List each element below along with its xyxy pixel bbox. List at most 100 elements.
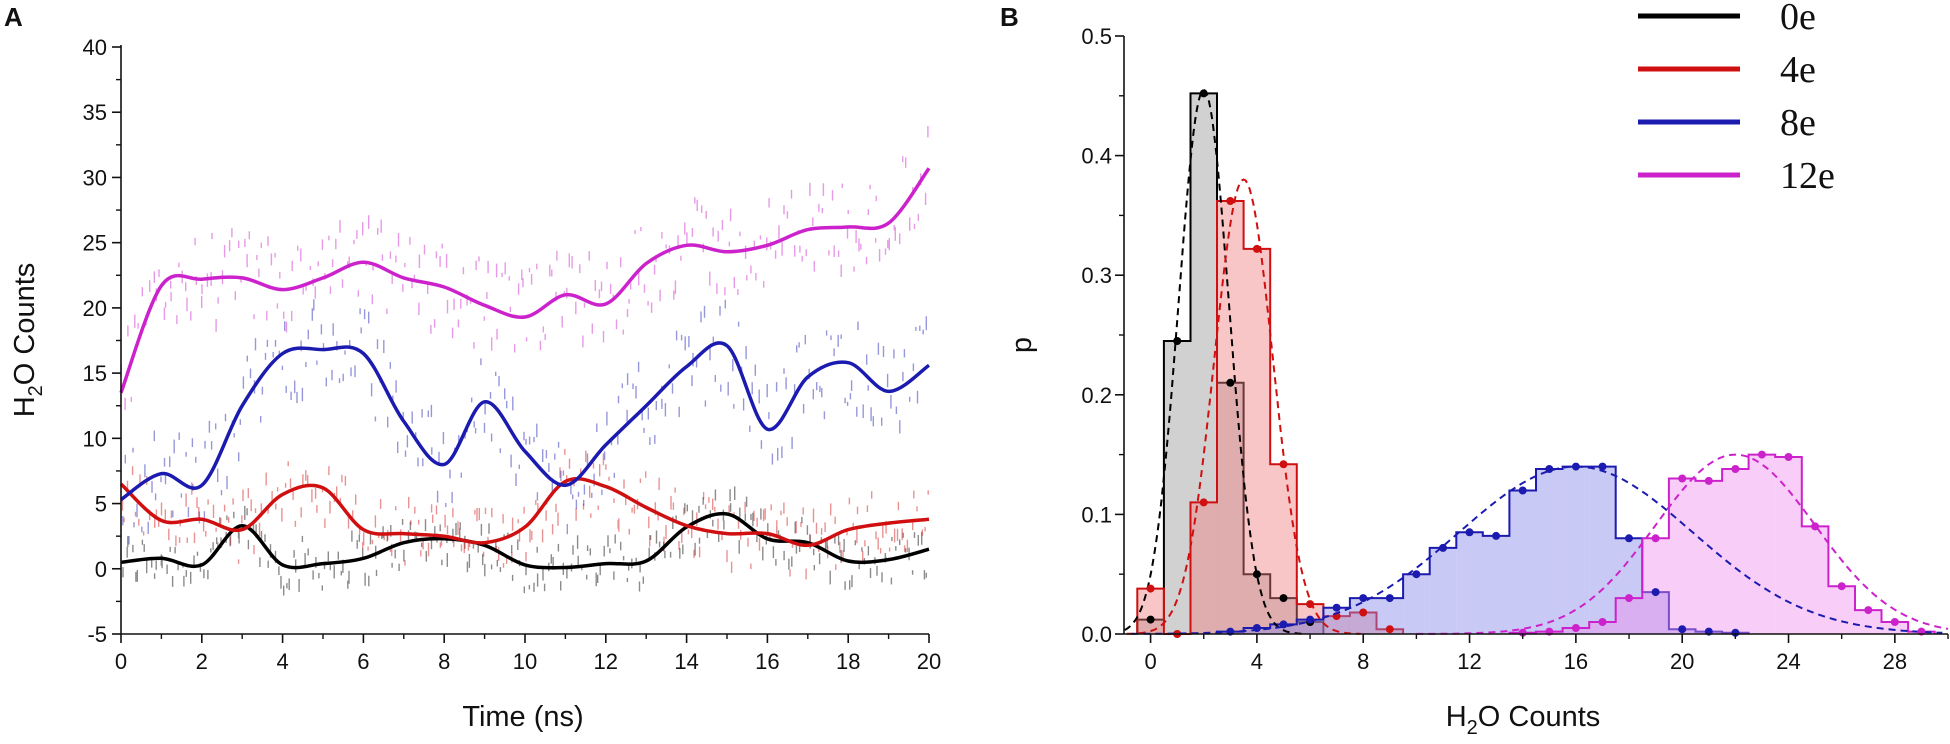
data-point-12e <box>1571 624 1580 632</box>
histogram-bar <box>1642 592 1669 634</box>
x-tick-label: 8 <box>438 649 450 674</box>
x-tick-label: 4 <box>276 649 288 674</box>
data-point-8e <box>1571 462 1580 471</box>
panel-a-label: A <box>4 2 23 32</box>
histogram-bar <box>1562 466 1590 634</box>
y-tick-label: 25 <box>83 231 107 256</box>
x-tick-label: 0 <box>1144 649 1156 674</box>
data-point-12e <box>1837 582 1846 591</box>
x-tick-label: 8 <box>1357 649 1369 674</box>
x-tick-label: 12 <box>1457 649 1481 674</box>
data-point-8e <box>1465 528 1474 537</box>
histogram-bar <box>1775 457 1802 634</box>
data-point-8e <box>1412 570 1421 579</box>
histogram-bar <box>1349 612 1377 634</box>
fit-curve-12e <box>1416 453 1949 635</box>
y-tick-label: 15 <box>83 361 107 386</box>
y-tick-label: 20 <box>83 296 107 321</box>
data-point-0e <box>1279 594 1288 603</box>
histogram-bar <box>1270 464 1297 634</box>
data-point-8e <box>1598 462 1607 471</box>
fit-curve-8e <box>1131 465 1943 635</box>
histogram-12e <box>1508 453 1936 634</box>
histogram-bar <box>1589 622 1616 634</box>
histogram-bar <box>1137 588 1164 634</box>
fit-curve-0e <box>1124 88 1305 635</box>
data-point-8e <box>1545 465 1554 473</box>
histogram-bar <box>1163 341 1191 634</box>
x-tick-label: 6 <box>357 649 369 674</box>
series-line-4e <box>119 476 930 548</box>
x-tick-label: 10 <box>513 649 537 674</box>
data-point-8e <box>1439 543 1447 552</box>
histogram-bar <box>1615 538 1643 634</box>
histogram-bar <box>1589 466 1616 634</box>
raw-samples-12e <box>120 126 929 410</box>
data-point-8e <box>1678 625 1687 634</box>
x-tick-label: 18 <box>836 649 860 674</box>
histogram-bar <box>1828 586 1855 634</box>
histogram-bar <box>1137 619 1164 634</box>
panel-b-plot-area <box>1124 88 1949 638</box>
y-tick-label: 0 <box>95 557 107 582</box>
histogram-bar <box>1323 607 1350 634</box>
histogram-bar <box>1190 93 1218 634</box>
histogram-bar <box>1403 574 1430 634</box>
data-point-4e <box>1226 197 1235 205</box>
data-point-0e <box>1173 337 1182 345</box>
data-point-4e <box>1306 600 1315 609</box>
panel-b-x-axis-label: H2O Counts <box>1446 701 1601 739</box>
data-point-12e <box>1890 618 1899 626</box>
histogram-bar <box>1801 526 1829 634</box>
x-tick-label: 20 <box>1670 649 1694 674</box>
data-point-12e <box>1625 594 1633 603</box>
histogram-bar <box>1615 598 1643 634</box>
y-tick-label: 5 <box>95 492 107 517</box>
x-tick-label: 20 <box>917 649 941 674</box>
data-point-8e <box>1651 588 1660 597</box>
data-point-12e <box>1784 453 1793 461</box>
data-point-12e <box>1757 450 1766 459</box>
histogram-bar <box>1456 532 1483 634</box>
x-tick-label: 16 <box>1564 649 1588 674</box>
x-tick-label: 2 <box>196 649 208 674</box>
legend-label-8e: 8e <box>1780 102 1816 144</box>
legend-label-12e: 12e <box>1780 155 1835 197</box>
data-point-12e <box>1678 474 1687 483</box>
data-point-0e <box>1146 615 1155 624</box>
series-line-8e <box>119 341 931 502</box>
data-point-12e <box>1598 618 1607 626</box>
x-tick-label: 14 <box>674 649 698 674</box>
histogram-bar <box>1722 469 1749 634</box>
data-point-12e <box>1731 465 1740 473</box>
data-point-8e <box>1279 620 1288 629</box>
y-tick-label: -5 <box>87 622 107 647</box>
histogram-bar <box>1217 201 1244 634</box>
data-point-12e <box>1651 534 1660 543</box>
data-point-12e <box>1811 522 1820 531</box>
data-point-8e <box>1306 615 1315 624</box>
data-point-8e <box>1385 594 1394 603</box>
data-point-4e <box>1279 460 1288 469</box>
y-tick-label: 10 <box>83 426 107 451</box>
histogram-outline <box>1216 465 1750 634</box>
panel-a-axes: -5 0 5 10 15 20 25 30 35 40 0 2 4 6 8 10 12 14 16 18 20 <box>83 35 942 674</box>
panel-b: B 0.0 0.1 0.2 0.3 0.4 0.5 0 4 8 12 16 20 24 28 H2O Co… <box>1000 0 1949 739</box>
histogram-bar <box>1296 622 1324 634</box>
raw-samples-4e <box>121 449 929 580</box>
panel-b-label: B <box>1000 2 1019 32</box>
histogram-bar <box>1482 535 1510 634</box>
legend-label-4e: 4e <box>1780 49 1816 91</box>
panel-a-x-axis-label: Time (ns) <box>462 701 583 733</box>
histogram-bar <box>1748 454 1776 634</box>
x-tick-label: 28 <box>1883 649 1907 674</box>
panel-a-plot-area <box>119 126 931 596</box>
histogram-bar <box>1642 538 1669 634</box>
legend-label-0e: 0e <box>1780 0 1816 38</box>
histogram-bar <box>1855 610 1882 634</box>
panel-b-legend: 0e 4e 8e 12e <box>1638 0 1835 197</box>
data-point-8e <box>1359 594 1368 603</box>
x-tick-label: 12 <box>594 649 618 674</box>
y-tick-label: 0.2 <box>1081 383 1112 408</box>
